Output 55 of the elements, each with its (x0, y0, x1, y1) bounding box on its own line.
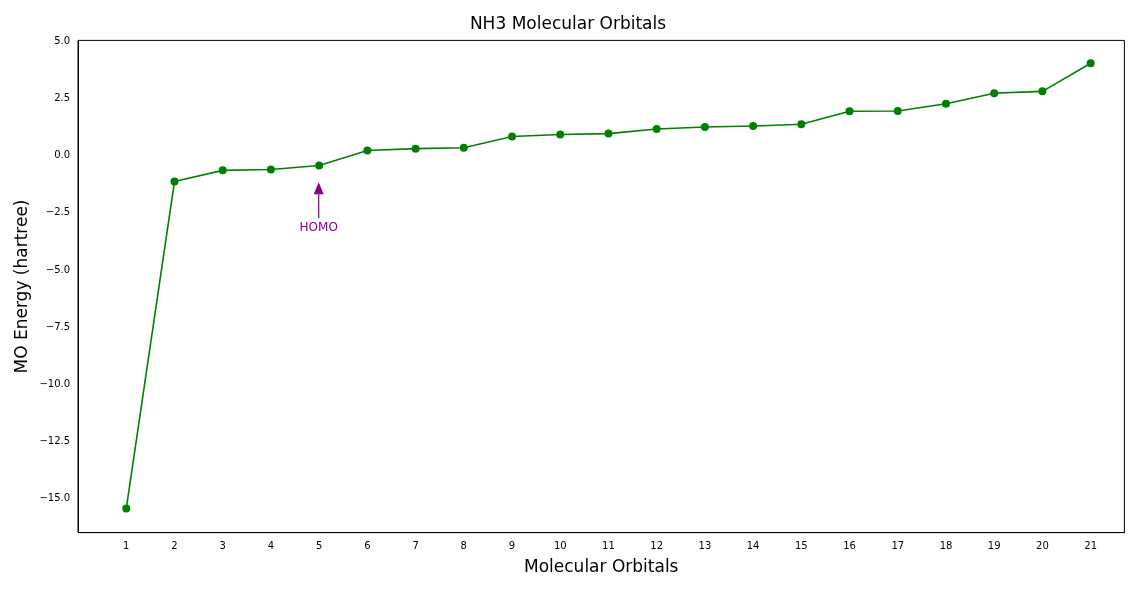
x-tick-label: 11 (602, 540, 615, 552)
point (1038, 87, 1047, 96)
point (797, 120, 806, 129)
y-tick-label: −5.0 (45, 263, 71, 275)
y-tick-label: 2.5 (54, 92, 71, 104)
y-tick-label: −15.0 (39, 491, 71, 503)
point (315, 161, 324, 170)
point (170, 177, 179, 186)
x-tick-label: 16 (843, 540, 856, 552)
point (266, 165, 275, 174)
x-tick-label: 2 (171, 540, 178, 552)
y-tick-label: −10.0 (39, 377, 71, 389)
point (604, 129, 613, 138)
x-tick-label: 12 (650, 540, 664, 552)
point (652, 125, 661, 134)
y-tick-label: −2.5 (45, 206, 71, 218)
y-tick-label: −7.5 (45, 320, 71, 332)
x-tick-label: 7 (412, 540, 419, 552)
point (893, 106, 902, 115)
x-tick-label: 21 (1084, 540, 1098, 552)
point (363, 146, 372, 155)
x-tick-label: 10 (553, 540, 567, 552)
x-tick-label: 19 (987, 540, 1001, 552)
point (845, 107, 854, 116)
x-tick-label: 5 (315, 540, 323, 552)
x-tick-label: 3 (219, 540, 226, 552)
y-tick-label: −12.5 (39, 434, 71, 446)
x-tick-label: 1 (123, 540, 130, 552)
y-tick-label: 0.0 (54, 149, 71, 161)
x-tick-label: 9 (508, 540, 516, 552)
point (749, 122, 758, 131)
y-tick-label: 5.0 (54, 35, 71, 47)
x-tick-label: 20 (1036, 540, 1049, 552)
point (941, 99, 950, 108)
x-tick-label: 17 (891, 540, 905, 552)
x-tick-label: 8 (460, 540, 467, 552)
point (556, 130, 565, 139)
point (122, 504, 131, 513)
x-tick-label: 6 (364, 540, 371, 552)
point (459, 143, 468, 152)
chart-title: NH3 Molecular Orbitals (469, 12, 667, 33)
x-tick-label: 15 (794, 540, 808, 552)
point (990, 89, 999, 98)
point (411, 144, 420, 153)
x-tick-label: 4 (267, 540, 275, 552)
x-tick-label: 13 (698, 540, 712, 552)
annotation: HOMO (299, 220, 338, 235)
x-tick-label: 18 (939, 540, 953, 552)
point (218, 166, 227, 175)
point (508, 132, 517, 141)
point (1086, 59, 1095, 68)
x-axis-title: Molecular Orbitals (524, 556, 679, 577)
x-tick-label: 14 (746, 540, 760, 552)
y-axis-title: MO Energy (hartree) (10, 199, 31, 374)
point (700, 122, 709, 131)
